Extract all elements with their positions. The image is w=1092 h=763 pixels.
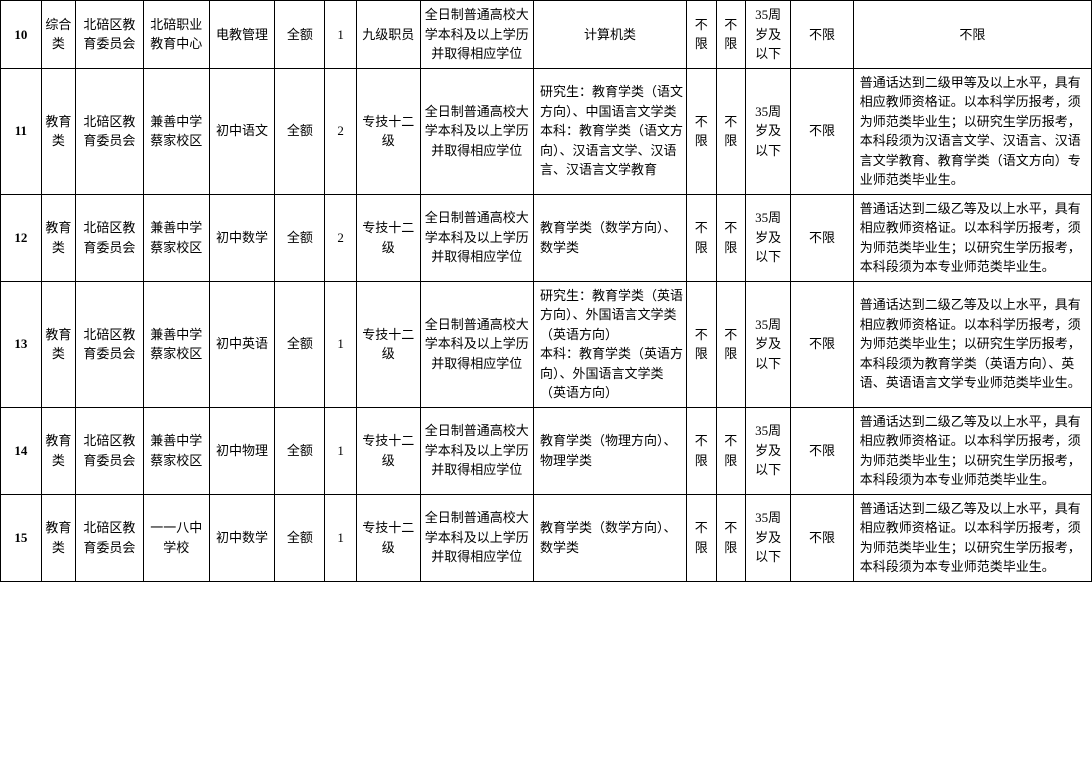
cell: 不限: [791, 407, 853, 494]
cell: 普通话达到二级乙等及以上水平，具有相应教师资格证。以本科学历报考，须为师范类毕业…: [853, 194, 1091, 281]
cell: 初中数学: [209, 494, 275, 581]
cell: 九级职员: [357, 1, 421, 69]
cell: 教育学类（数学方向）、数学类: [533, 194, 686, 281]
cell: 综合类: [41, 1, 75, 69]
cell: 不限: [687, 494, 716, 581]
cell: 不限: [687, 281, 716, 407]
cell: 35周岁及以下: [746, 281, 791, 407]
cell: 全日制普通高校大学本科及以上学历并取得相应学位: [420, 194, 533, 281]
cell: 2: [325, 68, 357, 194]
cell: 研究生：教育学类（英语方向）、外国语言文学类（英语方向）本科：教育学类（英语方向…: [533, 281, 686, 407]
cell: 15: [1, 494, 42, 581]
cell: 普通话达到二级乙等及以上水平，具有相应教师资格证。以本科学历报考，须为师范类毕业…: [853, 494, 1091, 581]
cell: 全日制普通高校大学本科及以上学历并取得相应学位: [420, 407, 533, 494]
cell: 北碚区教育委员会: [75, 194, 143, 281]
cell: 兼善中学蔡家校区: [143, 194, 209, 281]
cell: 1: [325, 281, 357, 407]
cell: 1: [325, 1, 357, 69]
cell: 35周岁及以下: [746, 68, 791, 194]
cell: 10: [1, 1, 42, 69]
cell: 2: [325, 194, 357, 281]
cell: 14: [1, 407, 42, 494]
cell: 专技十二级: [357, 68, 421, 194]
cell: 专技十二级: [357, 194, 421, 281]
cell: 专技十二级: [357, 407, 421, 494]
cell: 全日制普通高校大学本科及以上学历并取得相应学位: [420, 281, 533, 407]
cell: 不限: [716, 494, 745, 581]
cell: 不限: [716, 407, 745, 494]
cell: 11: [1, 68, 42, 194]
cell: 普通话达到二级甲等及以上水平，具有相应教师资格证。以本科学历报考，须为师范类毕业…: [853, 68, 1091, 194]
cell: 不限: [716, 68, 745, 194]
cell: 全额: [275, 281, 325, 407]
cell: 全日制普通高校大学本科及以上学历并取得相应学位: [420, 1, 533, 69]
cell: 全额: [275, 1, 325, 69]
cell: 全额: [275, 194, 325, 281]
cell: 研究生：教育学类（语文方向）、中国语言文学类本科：教育学类（语文方向）、汉语言文…: [533, 68, 686, 194]
cell: 北碚区教育委员会: [75, 494, 143, 581]
cell: 专技十二级: [357, 494, 421, 581]
cell: 北碚区教育委员会: [75, 68, 143, 194]
cell: 初中数学: [209, 194, 275, 281]
cell: 初中语文: [209, 68, 275, 194]
cell: 不限: [791, 68, 853, 194]
cell: 不限: [791, 494, 853, 581]
cell: 不限: [687, 194, 716, 281]
table-row: 10综合类北碚区教育委员会北碚职业教育中心电教管理全额1九级职员全日制普通高校大…: [1, 1, 1092, 69]
cell: 不限: [791, 194, 853, 281]
cell: 不限: [853, 1, 1091, 69]
cell: 全额: [275, 68, 325, 194]
cell: 兼善中学蔡家校区: [143, 281, 209, 407]
cell: 北碚职业教育中心: [143, 1, 209, 69]
cell: 35周岁及以下: [746, 194, 791, 281]
cell: 教育学类（物理方向）、物理学类: [533, 407, 686, 494]
table-row: 14教育类北碚区教育委员会兼善中学蔡家校区初中物理全额1专技十二级全日制普通高校…: [1, 407, 1092, 494]
cell: 不限: [716, 281, 745, 407]
cell: 教育类: [41, 68, 75, 194]
cell: 北碚区教育委员会: [75, 281, 143, 407]
cell: 不限: [716, 1, 745, 69]
cell: 35周岁及以下: [746, 494, 791, 581]
table-row: 13教育类北碚区教育委员会兼善中学蔡家校区初中英语全额1专技十二级全日制普通高校…: [1, 281, 1092, 407]
cell: 专技十二级: [357, 281, 421, 407]
cell: 兼善中学蔡家校区: [143, 407, 209, 494]
cell: 全日制普通高校大学本科及以上学历并取得相应学位: [420, 68, 533, 194]
cell: 初中物理: [209, 407, 275, 494]
cell: 不限: [716, 194, 745, 281]
cell: 不限: [791, 281, 853, 407]
cell: 普通话达到二级乙等及以上水平，具有相应教师资格证。以本科学历报考，须为师范类毕业…: [853, 407, 1091, 494]
table-row: 12教育类北碚区教育委员会兼善中学蔡家校区初中数学全额2专技十二级全日制普通高校…: [1, 194, 1092, 281]
cell: 兼善中学蔡家校区: [143, 68, 209, 194]
cell: 1: [325, 494, 357, 581]
cell: 不限: [791, 1, 853, 69]
cell: 初中英语: [209, 281, 275, 407]
cell: 不限: [687, 407, 716, 494]
cell: 北碚区教育委员会: [75, 407, 143, 494]
cell: 全额: [275, 407, 325, 494]
cell: 教育类: [41, 194, 75, 281]
cell: 35周岁及以下: [746, 407, 791, 494]
cell: 35周岁及以下: [746, 1, 791, 69]
table-row: 11教育类北碚区教育委员会兼善中学蔡家校区初中语文全额2专技十二级全日制普通高校…: [1, 68, 1092, 194]
cell: 13: [1, 281, 42, 407]
table-body: 10综合类北碚区教育委员会北碚职业教育中心电教管理全额1九级职员全日制普通高校大…: [1, 1, 1092, 582]
cell: 教育类: [41, 407, 75, 494]
cell: 12: [1, 194, 42, 281]
cell: 电教管理: [209, 1, 275, 69]
cell: 不限: [687, 68, 716, 194]
cell: 不限: [687, 1, 716, 69]
recruitment-table: 10综合类北碚区教育委员会北碚职业教育中心电教管理全额1九级职员全日制普通高校大…: [0, 0, 1092, 582]
cell: 教育类: [41, 281, 75, 407]
cell: 一一八中学校: [143, 494, 209, 581]
cell: 普通话达到二级乙等及以上水平，具有相应教师资格证。以本科学历报考，须为师范类毕业…: [853, 281, 1091, 407]
cell: 教育类: [41, 494, 75, 581]
cell: 教育学类（数学方向）、数学类: [533, 494, 686, 581]
cell: 全日制普通高校大学本科及以上学历并取得相应学位: [420, 494, 533, 581]
cell: 计算机类: [533, 1, 686, 69]
cell: 全额: [275, 494, 325, 581]
cell: 北碚区教育委员会: [75, 1, 143, 69]
cell: 1: [325, 407, 357, 494]
table-row: 15教育类北碚区教育委员会一一八中学校初中数学全额1专技十二级全日制普通高校大学…: [1, 494, 1092, 581]
